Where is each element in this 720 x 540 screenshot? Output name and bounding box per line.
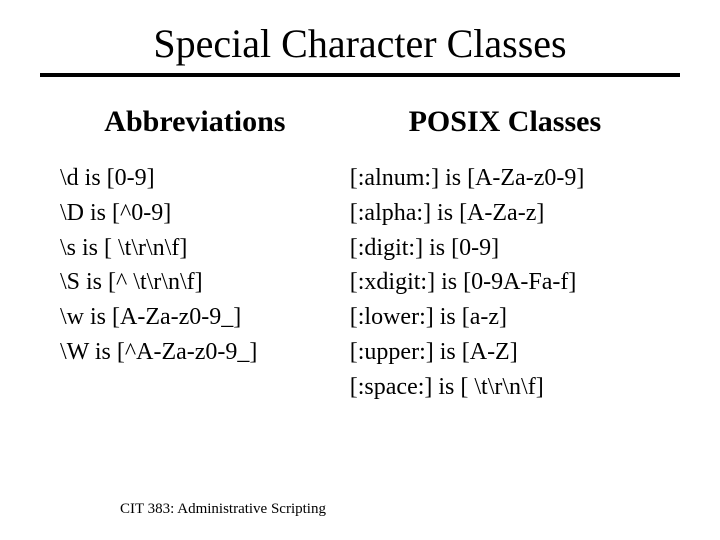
list-item: \s is [ \t\r\n\f]: [60, 231, 330, 266]
right-item-list: [:alnum:] is [A-Za-z0-9] [:alpha:] is [A…: [350, 161, 660, 405]
list-item: \W is [^A-Za-z0-9_]: [60, 335, 330, 370]
list-item: [:xdigit:] is [0-9A-Fa-f]: [350, 265, 660, 300]
left-column: Abbreviations \d is [0-9] \D is [^0-9] \…: [60, 105, 330, 405]
right-column-header: POSIX Classes: [350, 105, 660, 139]
list-item: [:lower:] is [a-z]: [350, 300, 660, 335]
footer-text: CIT 383: Administrative Scripting: [120, 501, 326, 518]
list-item: \D is [^0-9]: [60, 196, 330, 231]
list-item: \S is [^ \t\r\n\f]: [60, 265, 330, 300]
right-column: POSIX Classes [:alnum:] is [A-Za-z0-9] […: [350, 105, 660, 405]
left-item-list: \d is [0-9] \D is [^0-9] \s is [ \t\r\n\…: [60, 161, 330, 370]
columns-container: Abbreviations \d is [0-9] \D is [^0-9] \…: [40, 105, 680, 405]
list-item: [:alpha:] is [A-Za-z]: [350, 196, 660, 231]
slide-title: Special Character Classes: [40, 20, 680, 77]
list-item: [:alnum:] is [A-Za-z0-9]: [350, 161, 660, 196]
list-item: [:space:] is [ \t\r\n\f]: [350, 370, 660, 405]
list-item: \w is [A-Za-z0-9_]: [60, 300, 330, 335]
list-item: \d is [0-9]: [60, 161, 330, 196]
left-column-header: Abbreviations: [60, 105, 330, 139]
list-item: [:upper:] is [A-Z]: [350, 335, 660, 370]
slide: Special Character Classes Abbreviations …: [0, 0, 720, 540]
list-item: [:digit:] is [0-9]: [350, 231, 660, 266]
